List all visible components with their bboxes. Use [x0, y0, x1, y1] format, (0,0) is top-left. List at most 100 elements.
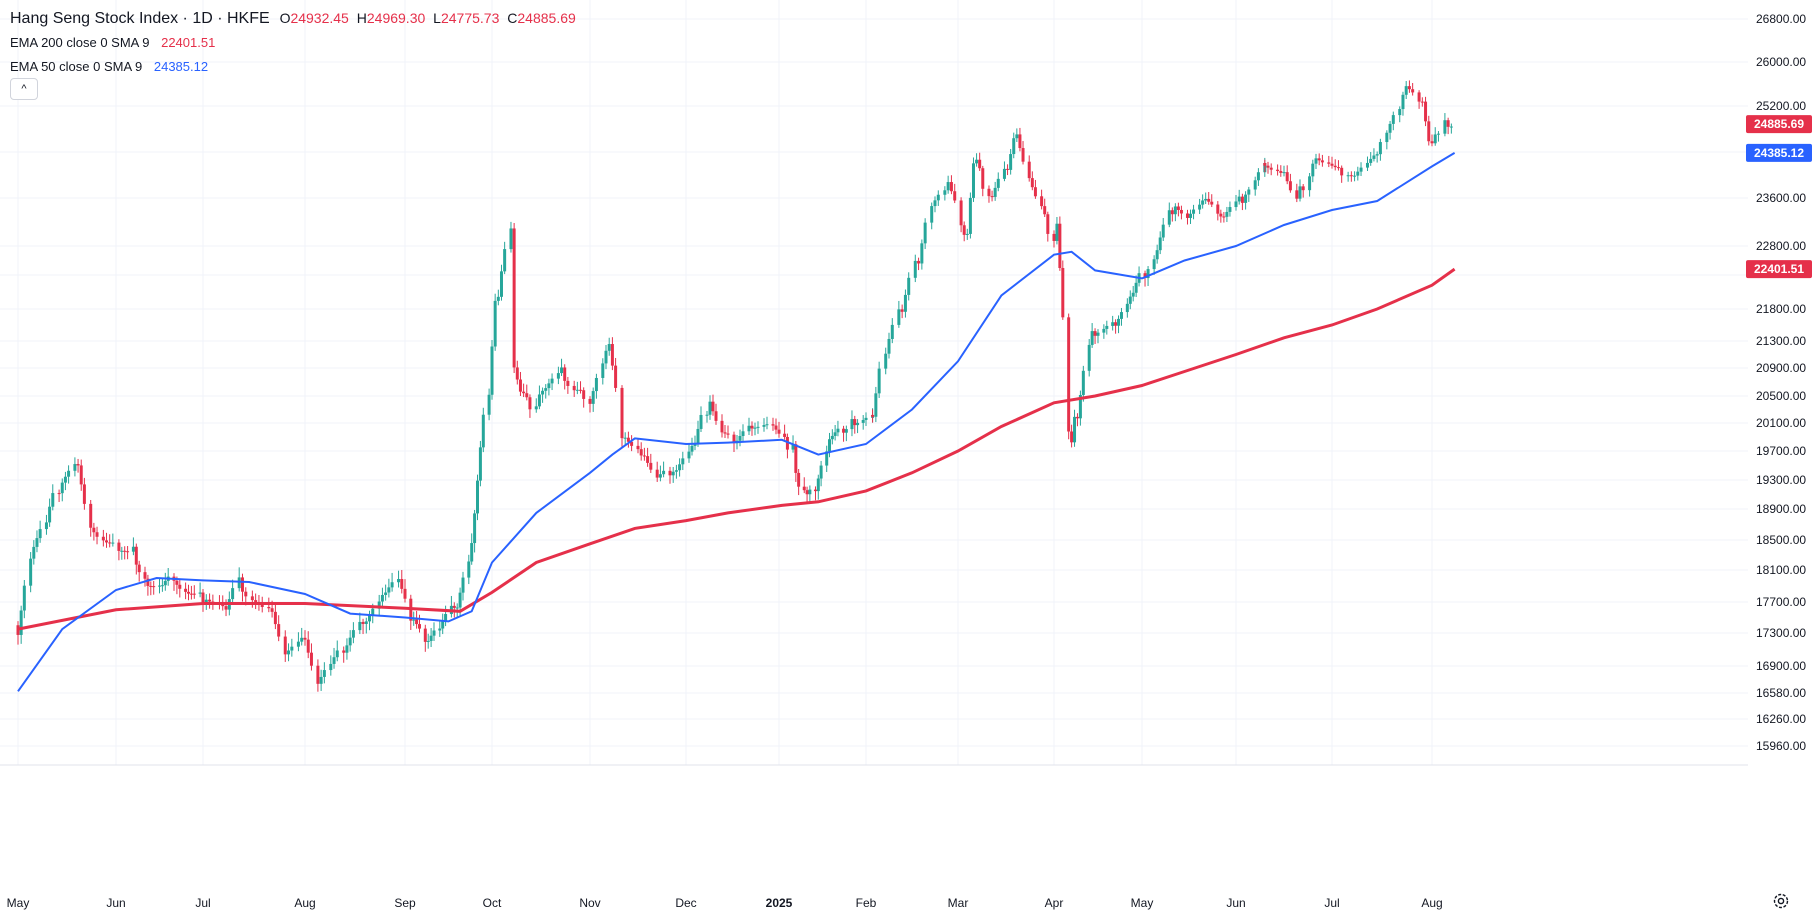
y-tick-label: 26800.00: [1756, 12, 1806, 26]
gear-icon[interactable]: [1772, 892, 1790, 910]
candle: [309, 643, 313, 671]
candle: [968, 192, 972, 239]
candle: [1253, 176, 1257, 196]
x-tick-label: Dec: [675, 896, 696, 910]
candle: [231, 579, 235, 605]
low-value: 24775.73: [440, 10, 500, 26]
candle: [762, 418, 766, 432]
candle: [470, 533, 474, 565]
candle: [1446, 117, 1450, 135]
ema200-badge: 22401.51: [1746, 260, 1812, 279]
candle: [1333, 159, 1337, 171]
candle: [946, 175, 950, 194]
candle: [1096, 329, 1100, 344]
candle: [1201, 194, 1205, 209]
candle: [1411, 82, 1415, 96]
candle: [111, 533, 115, 547]
candle: [380, 587, 384, 608]
candle: [201, 589, 205, 612]
candle: [687, 444, 691, 463]
candle: [1204, 192, 1208, 205]
candle: [708, 395, 712, 420]
candle: [836, 420, 840, 437]
ema50-value: 24385.12: [153, 59, 209, 74]
candle: [329, 655, 333, 676]
candle: [903, 289, 907, 318]
candle: [1090, 323, 1094, 348]
candle: [1006, 164, 1010, 176]
symbol-row[interactable]: Hang Seng Stock Index · 1D · HKFE O24932…: [10, 6, 580, 31]
candle: [1349, 171, 1353, 182]
candle: [1216, 201, 1220, 221]
candle: [990, 190, 994, 202]
candle: [975, 153, 979, 167]
candle: [794, 441, 798, 482]
candle: [614, 357, 618, 392]
candle: [1018, 127, 1022, 152]
candle: [487, 388, 491, 421]
x-tick-label: 2025: [766, 896, 793, 910]
ema50-legend-row[interactable]: EMA 50 close 0 SMA 9 24385.12: [10, 55, 580, 79]
candle: [493, 293, 497, 351]
candle: [1125, 298, 1129, 318]
candle: [418, 614, 421, 633]
ema200-value: 22401.51: [161, 35, 216, 50]
y-tick-label: 21800.00: [1756, 302, 1806, 316]
x-tick-label: Sep: [394, 896, 416, 910]
candle: [844, 425, 848, 442]
candle: [723, 424, 727, 438]
candle: [877, 361, 881, 399]
candle: [1298, 179, 1302, 202]
candle: [1359, 162, 1363, 177]
candle: [503, 241, 507, 275]
candle: [1128, 290, 1132, 310]
candle: [802, 477, 806, 494]
candle: [1012, 132, 1016, 159]
candle: [19, 605, 23, 644]
candle: [509, 221, 513, 253]
candle: [528, 394, 532, 418]
candle: [1158, 231, 1162, 255]
candle: [277, 615, 281, 642]
candle: [884, 347, 888, 375]
candle: [1087, 339, 1091, 377]
candle: [178, 579, 182, 598]
candle: [1391, 111, 1395, 131]
candle: [1219, 209, 1223, 223]
candle: [303, 630, 307, 646]
x-tick-label: Jun: [106, 896, 125, 910]
candle: [890, 318, 894, 344]
candle: [149, 581, 153, 596]
candle: [965, 228, 969, 240]
ema200-legend-row[interactable]: EMA 200 close 0 SMA 9 22401.51: [10, 31, 580, 55]
candle: [105, 532, 109, 548]
candle: [1170, 207, 1174, 222]
candle: [699, 406, 703, 432]
candle: [1346, 171, 1350, 182]
y-tick-label: 16260.00: [1756, 712, 1806, 726]
last-price-badge: 24885.69: [1746, 115, 1812, 134]
y-tick-label: 17300.00: [1756, 626, 1806, 640]
candle: [933, 196, 937, 213]
ema50-badge: 24385.12: [1746, 143, 1812, 162]
candle: [1427, 115, 1431, 146]
candle: [1043, 198, 1047, 218]
close-value: 24885.69: [517, 10, 576, 26]
y-tick-label: 18900.00: [1756, 502, 1806, 516]
candle: [981, 165, 985, 197]
candle: [1288, 173, 1292, 193]
y-tick-label: 18500.00: [1756, 533, 1806, 547]
time-axis[interactable]: May Jun Jul Aug Sep Oct Nov Dec 2025 Feb Mar Apr May…: [0, 764, 1748, 910]
collapse-legend-button[interactable]: ^: [10, 78, 38, 100]
candle: [1443, 113, 1447, 137]
candle: [534, 398, 538, 413]
candle: [777, 421, 781, 438]
candle: [560, 358, 564, 376]
price-axis[interactable]: 15960.00 16260.00 16580.00 16900.00 17300.00…: [1748, 0, 1816, 920]
x-tick-label: May: [1131, 896, 1154, 910]
candle: [1155, 244, 1159, 264]
y-tick-label: 23600.00: [1756, 191, 1806, 205]
candle: [467, 554, 471, 585]
candle: [550, 373, 554, 391]
